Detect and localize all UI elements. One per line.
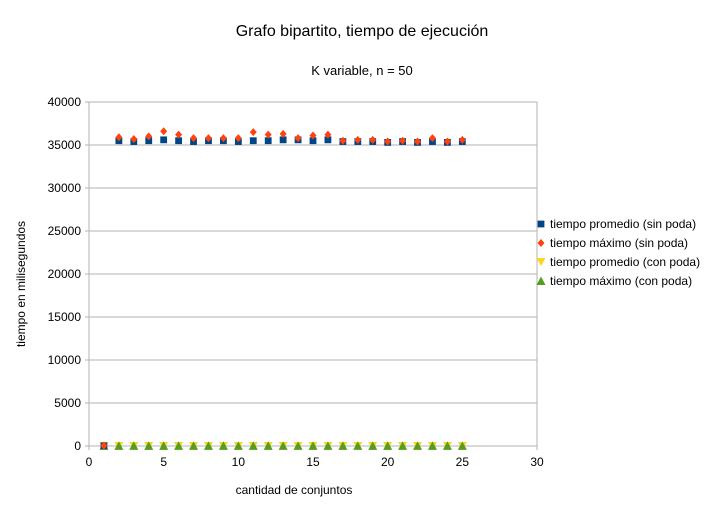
data-point-tiempo-máximo-sin-poda bbox=[414, 137, 422, 146]
x-tick-label: 25 bbox=[456, 455, 470, 469]
data-point-tiempo-máximo-con-poda bbox=[293, 441, 303, 450]
data-point-tiempo-máximo-sin-poda bbox=[249, 128, 257, 137]
legend-marker bbox=[536, 258, 546, 266]
data-point-tiempo-promedio-sin-poda bbox=[160, 136, 168, 144]
y-tick-label: 35000 bbox=[48, 138, 82, 152]
y-tick-label: 25000 bbox=[48, 224, 82, 238]
y-tick-label: 0 bbox=[74, 439, 81, 453]
legend-label: tiempo promedio (sin poda) bbox=[550, 217, 696, 231]
data-point-tiempo-promedio-sin-poda bbox=[249, 137, 257, 145]
x-tick-label: 5 bbox=[160, 455, 167, 469]
data-point-tiempo-máximo-con-poda bbox=[248, 441, 258, 450]
data-point-tiempo-máximo-con-poda bbox=[383, 441, 393, 450]
data-point-tiempo-máximo-con-poda bbox=[174, 441, 184, 450]
data-point-tiempo-máximo-con-poda bbox=[263, 441, 273, 450]
chart-title: Grafo bipartito, tiempo de ejecución bbox=[236, 23, 489, 40]
data-point-tiempo-máximo-sin-poda bbox=[324, 130, 332, 139]
data-point-tiempo-máximo-sin-poda bbox=[145, 132, 153, 141]
data-point-tiempo-máximo-sin-poda bbox=[100, 441, 108, 450]
y-tick-label: 40000 bbox=[48, 95, 82, 109]
data-point-tiempo-máximo-con-poda bbox=[353, 441, 363, 450]
data-point-tiempo-máximo-con-poda bbox=[308, 441, 318, 450]
data-point-tiempo-máximo-sin-poda bbox=[160, 127, 168, 136]
x-tick-label: 20 bbox=[381, 455, 395, 469]
data-point-tiempo-máximo-sin-poda bbox=[264, 130, 272, 139]
data-point-tiempo-máximo-con-poda bbox=[129, 441, 139, 450]
legend: tiempo promedio (sin poda) tiempo máximo … bbox=[536, 217, 700, 288]
data-point-tiempo-máximo-con-poda bbox=[189, 441, 199, 450]
data-point-tiempo-máximo-con-poda bbox=[323, 441, 333, 450]
data-point-tiempo-máximo-con-poda bbox=[398, 441, 408, 450]
data-point-tiempo-máximo-sin-poda bbox=[219, 134, 227, 143]
data-point-tiempo-máximo-con-poda bbox=[114, 441, 124, 450]
data-point-tiempo-máximo-sin-poda bbox=[369, 135, 377, 144]
y-tick-label: 5000 bbox=[54, 396, 81, 410]
chart-subtitle: K variable, n = 50 bbox=[311, 63, 413, 78]
legend-marker bbox=[537, 239, 545, 247]
y-tick-label: 15000 bbox=[48, 310, 82, 324]
data-point-tiempo-máximo-sin-poda bbox=[130, 134, 138, 143]
data-point-tiempo-máximo-con-poda bbox=[203, 441, 213, 450]
data-point-tiempo-máximo-sin-poda bbox=[384, 137, 392, 146]
data-point-tiempo-máximo-con-poda bbox=[338, 441, 348, 450]
y-axis-label: tiempo en milisegundos bbox=[14, 221, 28, 347]
data-point-tiempo-máximo-sin-poda bbox=[204, 134, 212, 143]
data-point-tiempo-máximo-con-poda bbox=[442, 441, 452, 450]
data-point-tiempo-máximo-con-poda bbox=[278, 441, 288, 450]
data-point-tiempo-máximo-con-poda bbox=[368, 441, 378, 450]
legend-label: tiempo promedio (con poda) bbox=[550, 255, 700, 269]
data-point-tiempo-máximo-sin-poda bbox=[443, 137, 451, 146]
data-point-tiempo-máximo-sin-poda bbox=[458, 135, 466, 144]
data-point-tiempo-promedio-sin-poda bbox=[145, 137, 153, 145]
data-point-tiempo-máximo-con-poda bbox=[413, 441, 423, 450]
x-tick-label: 10 bbox=[232, 455, 246, 469]
legend-label: tiempo máximo (con poda) bbox=[550, 274, 692, 288]
data-point-tiempo-máximo-con-poda bbox=[233, 441, 243, 450]
legend-marker bbox=[536, 276, 546, 285]
data-point-tiempo-máximo-sin-poda bbox=[428, 134, 436, 143]
data-point-tiempo-máximo-sin-poda bbox=[309, 131, 317, 140]
data-point-tiempo-máximo-sin-poda bbox=[399, 136, 407, 145]
data-point-tiempo-promedio-sin-poda bbox=[279, 136, 287, 144]
data-point-tiempo-promedio-sin-poda bbox=[309, 137, 317, 145]
data-point-tiempo-máximo-con-poda bbox=[218, 441, 228, 450]
data-point-tiempo-máximo-sin-poda bbox=[175, 130, 183, 139]
data-point-tiempo-máximo-sin-poda bbox=[354, 135, 362, 144]
x-axis-label: cantidad de conjuntos bbox=[236, 483, 353, 497]
x-tick-label: 15 bbox=[306, 455, 320, 469]
legend-marker bbox=[537, 220, 545, 228]
data-point-tiempo-promedio-sin-poda bbox=[264, 137, 272, 145]
data-point-tiempo-promedio-sin-poda bbox=[175, 137, 182, 145]
data-point-tiempo-máximo-con-poda bbox=[144, 441, 154, 450]
data-point-tiempo-máximo-sin-poda bbox=[115, 133, 123, 142]
x-tick-label: 30 bbox=[530, 455, 544, 469]
data-point-tiempo-máximo-sin-poda bbox=[190, 134, 198, 143]
gridlines bbox=[89, 101, 537, 447]
data-point-tiempo-máximo-sin-poda bbox=[294, 134, 302, 143]
data-point-tiempo-máximo-con-poda bbox=[159, 441, 169, 450]
legend-label: tiempo máximo (sin poda) bbox=[550, 236, 688, 250]
axes: 0 5000 10000 15000 20000 25000 30000 35000 40000… bbox=[48, 95, 544, 469]
data-point-tiempo-máximo-sin-poda bbox=[234, 134, 242, 143]
y-tick-label: 10000 bbox=[48, 353, 82, 367]
x-tick-label: 0 bbox=[86, 455, 93, 469]
data-point-tiempo-máximo-sin-poda bbox=[339, 136, 347, 145]
y-tick-label: 30000 bbox=[48, 181, 82, 195]
data-point-tiempo-máximo-con-poda bbox=[427, 441, 437, 450]
data-point-tiempo-máximo-sin-poda bbox=[279, 129, 287, 138]
data-points bbox=[99, 127, 467, 450]
y-tick-label: 20000 bbox=[48, 267, 82, 281]
data-point-tiempo-promedio-sin-poda bbox=[324, 136, 332, 144]
data-point-tiempo-máximo-con-poda bbox=[457, 441, 467, 450]
